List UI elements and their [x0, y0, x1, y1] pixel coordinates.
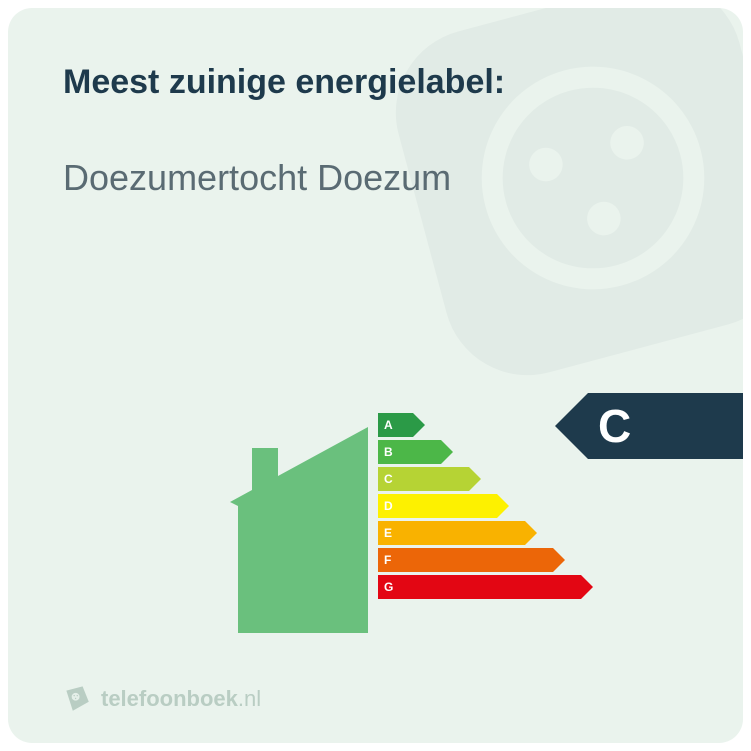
energy-bar-g: G	[378, 575, 593, 599]
bar-letter-g: G	[384, 580, 393, 594]
bar-letter-a: A	[384, 418, 393, 432]
brand-name: telefoonboek.nl	[101, 686, 261, 712]
house-icon	[208, 423, 368, 623]
brand-bold: telefoonboek	[101, 686, 238, 711]
energy-bar-d: D	[378, 494, 593, 518]
footer-branding: telefoonboek.nl	[63, 685, 261, 713]
rating-letter: C	[598, 399, 631, 453]
brand-logo-icon	[63, 685, 91, 713]
bar-letter-e: E	[384, 526, 392, 540]
card-subtitle: Doezumertocht Doezum	[63, 157, 743, 199]
brand-light: .nl	[238, 686, 261, 711]
bar-letter-c: C	[384, 472, 393, 486]
house-shape	[230, 427, 368, 633]
bar-letter-d: D	[384, 499, 393, 513]
bar-letter-f: F	[384, 553, 391, 567]
card-title: Meest zuinige energielabel:	[63, 63, 743, 102]
energy-card: Meest zuinige energielabel: Doezumertoch…	[8, 8, 743, 743]
bar-letter-b: B	[384, 445, 393, 459]
energy-bar-f: F	[378, 548, 593, 572]
energy-bar-c: C	[378, 467, 593, 491]
energy-bar-e: E	[378, 521, 593, 545]
rating-pointer: C	[555, 393, 743, 459]
